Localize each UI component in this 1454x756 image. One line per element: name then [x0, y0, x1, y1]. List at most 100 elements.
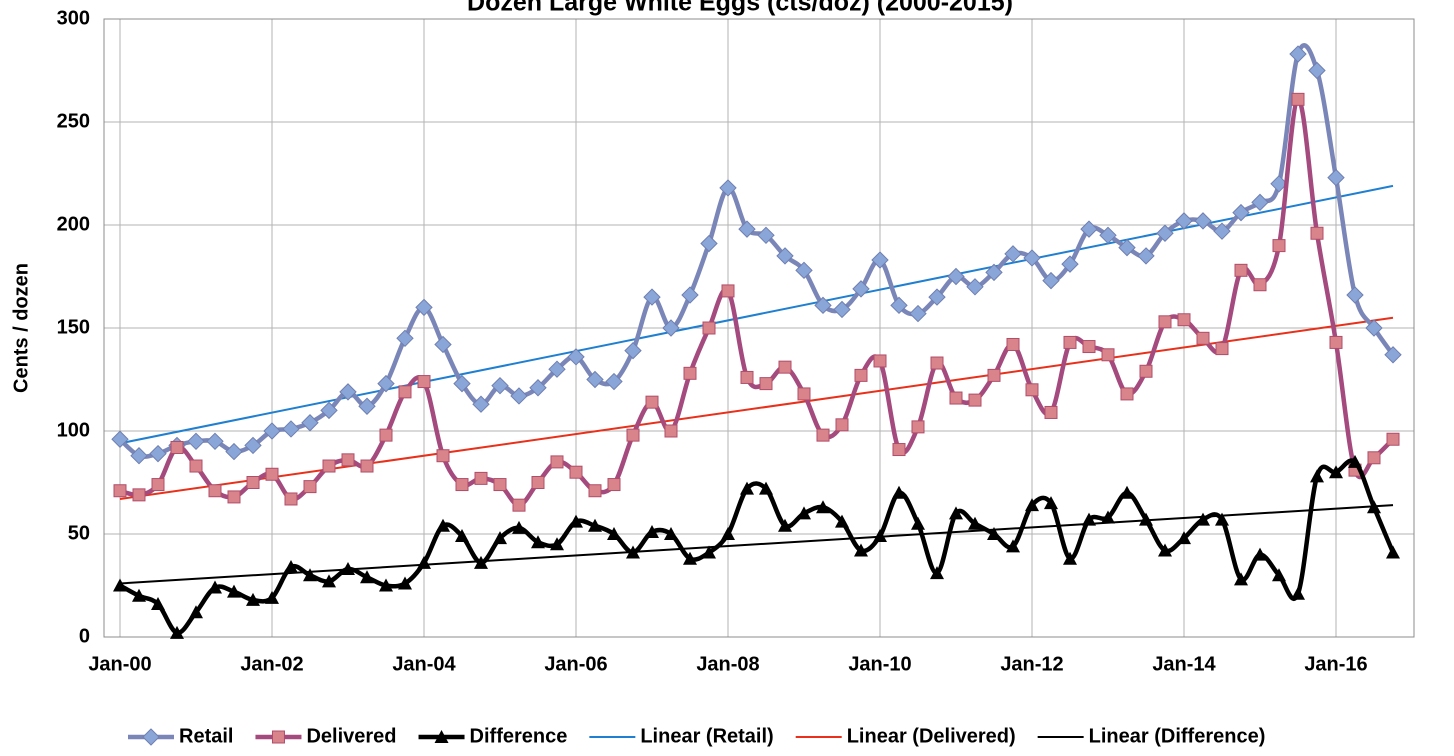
- marker-diamond: [1251, 193, 1269, 212]
- marker-triangle: [550, 537, 564, 551]
- marker-triangle: [303, 568, 317, 582]
- marker-diamond: [130, 447, 148, 465]
- marker-triangle: [208, 580, 222, 594]
- marker-triangle: [1044, 496, 1058, 510]
- marker-diamond: [643, 288, 661, 306]
- marker-diamond: [1061, 255, 1079, 273]
- legend-label: Difference: [470, 725, 568, 747]
- x-tick-label: Jan-16: [1304, 653, 1367, 675]
- marker-diamond: [415, 298, 433, 317]
- marker-diamond: [909, 304, 927, 323]
- x-tick-label: Jan-02: [240, 653, 303, 675]
- marker-square: [208, 484, 222, 498]
- marker-triangle: [322, 574, 336, 588]
- marker-triangle: [1253, 547, 1267, 561]
- marker-diamond: [586, 370, 604, 389]
- marker-square: [797, 387, 811, 401]
- marker-triangle: [1196, 512, 1210, 526]
- marker-triangle: [607, 527, 621, 540]
- marker-square: [816, 428, 830, 442]
- marker-triangle: [132, 588, 146, 602]
- series-line: [119, 97, 1395, 508]
- marker-triangle: [721, 527, 735, 540]
- marker-triangle: [1291, 586, 1305, 600]
- y-tick-label: 300: [57, 7, 90, 29]
- marker-square: [132, 488, 146, 502]
- marker-diamond: [358, 397, 376, 415]
- y-tick-label: 100: [57, 419, 90, 441]
- marker-diamond: [985, 263, 1003, 282]
- marker-diamond: [947, 267, 965, 286]
- y-tick-label: 50: [68, 522, 90, 544]
- marker-triangle: [341, 562, 355, 576]
- series-line: [118, 43, 1395, 459]
- marker-square: [398, 385, 412, 399]
- marker-diamond: [149, 444, 167, 463]
- y-tick-label: 200: [57, 213, 90, 235]
- marker-triangle: [569, 514, 583, 528]
- marker-square: [1215, 342, 1229, 356]
- legend-item: Linear (Retail): [589, 725, 774, 747]
- marker-diamond: [700, 234, 718, 253]
- marker-square: [607, 478, 621, 492]
- marker-square: [892, 443, 906, 457]
- marker-triangle: [702, 545, 716, 559]
- marker-diamond: [1023, 249, 1041, 267]
- trendline: [119, 504, 1394, 585]
- marker-diamond: [529, 379, 547, 397]
- legend-label: Linear (Delivered): [847, 725, 1016, 747]
- marker-triangle: [816, 500, 830, 514]
- marker-triangle: [512, 520, 526, 534]
- x-tick-label: Jan-00: [88, 653, 151, 675]
- marker-diamond: [966, 278, 984, 296]
- marker-diamond: [472, 395, 490, 413]
- marker-diamond: [1213, 222, 1231, 240]
- marker-triangle: [1386, 545, 1400, 559]
- marker-square: [1196, 331, 1210, 345]
- marker-triangle: [873, 529, 887, 543]
- x-tick-label: Jan-12: [1000, 653, 1063, 675]
- marker-square: [911, 420, 925, 434]
- marker-square: [1139, 364, 1153, 378]
- marker-square: [246, 476, 260, 489]
- marker-triangle: [1025, 498, 1039, 512]
- marker-square: [1101, 348, 1115, 362]
- marker-triangle: [455, 529, 469, 543]
- marker-diamond: [928, 288, 946, 306]
- marker-diamond: [1270, 175, 1288, 193]
- x-tick-label: Jan-14: [1152, 653, 1216, 675]
- marker-diamond: [1118, 238, 1136, 257]
- marker-diamond: [852, 280, 870, 298]
- marker-square: [379, 428, 393, 442]
- marker-square: [1158, 315, 1172, 329]
- marker-triangle: [1120, 485, 1134, 499]
- marker-diamond: [142, 728, 160, 746]
- marker-diamond: [434, 335, 452, 354]
- marker-square: [1329, 335, 1343, 349]
- marker-triangle: [1006, 539, 1020, 553]
- marker-triangle: [284, 559, 298, 573]
- marker-square: [1025, 383, 1039, 397]
- marker-diamond: [1289, 45, 1307, 63]
- marker-diamond: [111, 430, 129, 448]
- marker-triangle: [987, 527, 1001, 540]
- marker-triangle: [1310, 469, 1324, 483]
- marker-triangle: [797, 506, 811, 520]
- y-tick-label: 0: [79, 625, 90, 647]
- marker-diamond: [1042, 271, 1060, 290]
- marker-triangle: [531, 535, 545, 549]
- marker-square: [1177, 313, 1191, 327]
- legend-label: Linear (Retail): [640, 725, 773, 747]
- marker-triangle: [436, 518, 450, 532]
- marker-square: [930, 356, 944, 370]
- marker-triangle: [474, 555, 488, 569]
- marker-triangle: [360, 570, 374, 584]
- marker-square: [1063, 335, 1077, 349]
- marker-diamond: [225, 442, 243, 461]
- marker-triangle: [949, 506, 963, 520]
- marker-square: [1234, 263, 1248, 277]
- marker-square: [550, 455, 564, 469]
- marker-square: [873, 354, 887, 368]
- marker-square: [683, 366, 697, 380]
- marker-triangle: [189, 605, 203, 619]
